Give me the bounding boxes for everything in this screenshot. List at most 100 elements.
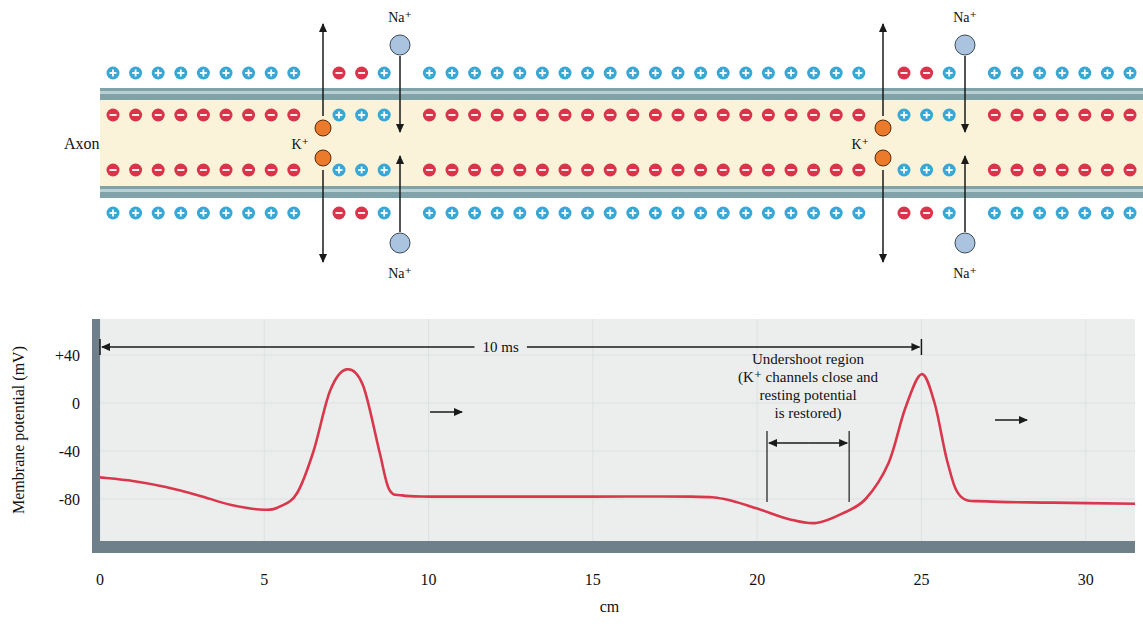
na-label: Na⁺ [953, 10, 977, 25]
undershoot-bound [849, 431, 850, 502]
chart: +400-40-80051015202530cmMembrane potenti… [10, 319, 1135, 615]
charge-circle [988, 207, 1001, 220]
negative-charge [739, 109, 752, 122]
negative-charge [694, 109, 707, 122]
charge-circle [559, 164, 572, 177]
positive-charge [107, 207, 120, 220]
negative-charge [423, 164, 436, 177]
positive-charge [107, 67, 120, 80]
charge-sign [609, 210, 611, 217]
charge-circle [739, 109, 752, 122]
duration-arrow [102, 346, 475, 347]
positive-charge [265, 207, 278, 220]
charge-circle [604, 164, 617, 177]
charge-circle [604, 207, 617, 220]
positive-charge [152, 207, 165, 220]
charge-circle [581, 67, 594, 80]
na-label: Na⁺ [388, 266, 412, 281]
charge-circle [1101, 67, 1114, 80]
negative-charge [559, 109, 572, 122]
charge-circle [446, 67, 459, 80]
negative-charge [174, 164, 187, 177]
charge-sign [562, 114, 569, 116]
charge-circle [468, 109, 481, 122]
charge-sign [110, 114, 117, 116]
charge-circle [807, 109, 820, 122]
positive-charge [287, 207, 300, 220]
undershoot-label: Undershoot region [752, 351, 865, 367]
charge-sign [855, 114, 862, 116]
negative-charge [626, 164, 639, 177]
charge-circle [920, 67, 933, 80]
charge-sign [223, 169, 230, 171]
y-axis-line [92, 319, 100, 553]
grid-line [100, 403, 1135, 404]
charge-sign [496, 70, 498, 77]
charge-sign [833, 114, 840, 116]
charge-circle [1011, 109, 1024, 122]
positive-charge [468, 207, 481, 220]
negative-charge [1101, 109, 1114, 122]
negative-charge [604, 164, 617, 177]
negative-charge [807, 109, 820, 122]
x-tick-label: 0 [96, 571, 104, 588]
charge-sign [677, 210, 679, 217]
charge-sign [383, 210, 385, 217]
charge-circle [536, 109, 549, 122]
duration-end [99, 339, 101, 355]
charge-sign [901, 212, 908, 214]
negative-charge [468, 109, 481, 122]
charge-sign [1107, 70, 1109, 77]
positive-charge [898, 164, 911, 177]
positive-charge [378, 207, 391, 220]
charge-sign [655, 70, 657, 77]
positive-charge [423, 207, 436, 220]
negative-charge [898, 207, 911, 220]
positive-charge [672, 207, 685, 220]
positive-charge [762, 207, 775, 220]
k-efflux-arrow [882, 170, 884, 262]
charge-circle [739, 67, 752, 80]
data-group [100, 369, 1135, 523]
charge-sign [720, 114, 727, 116]
charge-circle [107, 207, 120, 220]
charge-sign [358, 72, 365, 74]
charge-circle [333, 164, 346, 177]
positive-charge [174, 207, 187, 220]
membrane [100, 186, 1143, 198]
x-tick-label: 5 [260, 571, 268, 588]
page: {"diagram": {"axon_label": "Axon", "chan… [0, 0, 1143, 624]
k-label: K⁺ [852, 137, 870, 152]
charge-circle [355, 164, 368, 177]
charge-sign [428, 210, 430, 217]
positive-charge [943, 207, 956, 220]
k-efflux-arrow [322, 170, 324, 262]
positive-charge [739, 67, 752, 80]
charge-circle [152, 109, 165, 122]
negative-charge [1101, 164, 1114, 177]
charge-sign [835, 70, 837, 77]
negative-charge [559, 164, 572, 177]
negative-charge [762, 164, 775, 177]
charge-circle [491, 67, 504, 80]
charge-circle [1101, 109, 1114, 122]
charge-circle [152, 207, 165, 220]
charge-sign [336, 72, 343, 74]
grid-line [1085, 319, 1086, 541]
charge-circle [513, 109, 526, 122]
positive-charge [581, 67, 594, 80]
charge-circle [491, 109, 504, 122]
negative-charge [717, 109, 730, 122]
positive-charge [785, 67, 798, 80]
charge-sign [1061, 70, 1063, 77]
charge-circle [1124, 207, 1137, 220]
negative-charge [988, 164, 1001, 177]
na-influx-arrow [399, 156, 401, 232]
charge-circle [1124, 67, 1137, 80]
charge-circle [265, 109, 278, 122]
duration-end [921, 339, 923, 355]
grid-line [592, 319, 593, 541]
axon-label: Axon [64, 135, 100, 152]
positive-charge [197, 207, 210, 220]
charge-sign [790, 70, 792, 77]
